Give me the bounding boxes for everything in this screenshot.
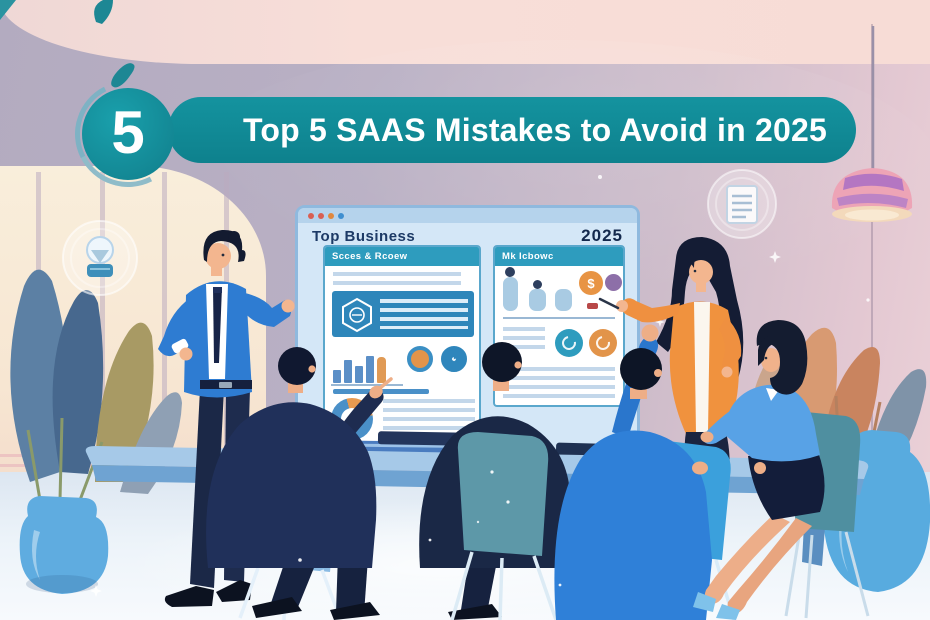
leaf-accent bbox=[94, 0, 113, 24]
window-dots-icon bbox=[328, 212, 334, 219]
seated-man-blue bbox=[554, 324, 712, 620]
window-dots-icon bbox=[338, 212, 344, 219]
screen-title: Top Business bbox=[312, 227, 416, 245]
window-mullion bbox=[162, 172, 167, 472]
magnifier-badge-icon bbox=[407, 346, 433, 372]
magnifier-badge-icon bbox=[589, 329, 617, 357]
hexagon-emblem-icon bbox=[342, 297, 372, 333]
text-lines bbox=[333, 272, 461, 286]
left-vase bbox=[19, 496, 109, 594]
person-figure bbox=[529, 289, 546, 311]
person-figure bbox=[555, 289, 572, 311]
wall-edge-line bbox=[871, 24, 873, 470]
chart-baseline bbox=[331, 384, 403, 386]
screen-titlebar bbox=[298, 208, 637, 223]
wall-top-band bbox=[0, 0, 930, 64]
window-mullion bbox=[100, 172, 105, 472]
dollar-badge-icon: $ bbox=[579, 271, 603, 295]
seated-woman-blue bbox=[693, 320, 825, 620]
slide-panel-right-header: Mk Icbowc bbox=[495, 247, 623, 266]
person-figure bbox=[503, 277, 518, 311]
number-badge: 5 bbox=[82, 88, 174, 180]
window-dots-icon bbox=[308, 212, 314, 219]
magnifier-badge-icon bbox=[441, 346, 467, 372]
badge-number: 5 bbox=[111, 98, 145, 166]
person-figure-head bbox=[533, 280, 542, 289]
document-icon bbox=[707, 169, 777, 239]
slide-panel-left-header: Scces & Rcoew bbox=[325, 247, 479, 266]
text-lines bbox=[380, 299, 468, 329]
text-lines bbox=[503, 367, 615, 403]
small-marker bbox=[587, 303, 598, 309]
screen-year: 2025 bbox=[581, 226, 623, 245]
chair-center-teal bbox=[450, 432, 558, 620]
dollar-symbol: $ bbox=[587, 275, 595, 291]
pendant-lamp bbox=[831, 26, 913, 222]
title-banner: Top 5 SAAS Mistakes to Avoid in 2025 bbox=[168, 97, 856, 163]
chart-baseline bbox=[503, 317, 615, 319]
purple-dot-icon bbox=[605, 274, 622, 291]
seated-man-navy-left bbox=[206, 347, 393, 620]
standing-woman-orange bbox=[598, 237, 744, 480]
magnifier-badge-icon bbox=[555, 329, 583, 357]
left-plant bbox=[10, 269, 182, 594]
lightbulb-icon bbox=[62, 220, 138, 296]
text-lines bbox=[503, 327, 545, 349]
feature-card bbox=[332, 291, 474, 337]
floor-sparkles bbox=[90, 538, 562, 597]
slide-panel-right: Mk Icbowc $ bbox=[493, 245, 625, 407]
corner-accent bbox=[0, 0, 16, 20]
person-figure-head bbox=[505, 267, 515, 277]
bar-chart-icon bbox=[333, 349, 399, 383]
title-text: Top 5 SAAS Mistakes to Avoid in 2025 bbox=[243, 111, 827, 148]
window-dots-icon bbox=[318, 212, 324, 219]
